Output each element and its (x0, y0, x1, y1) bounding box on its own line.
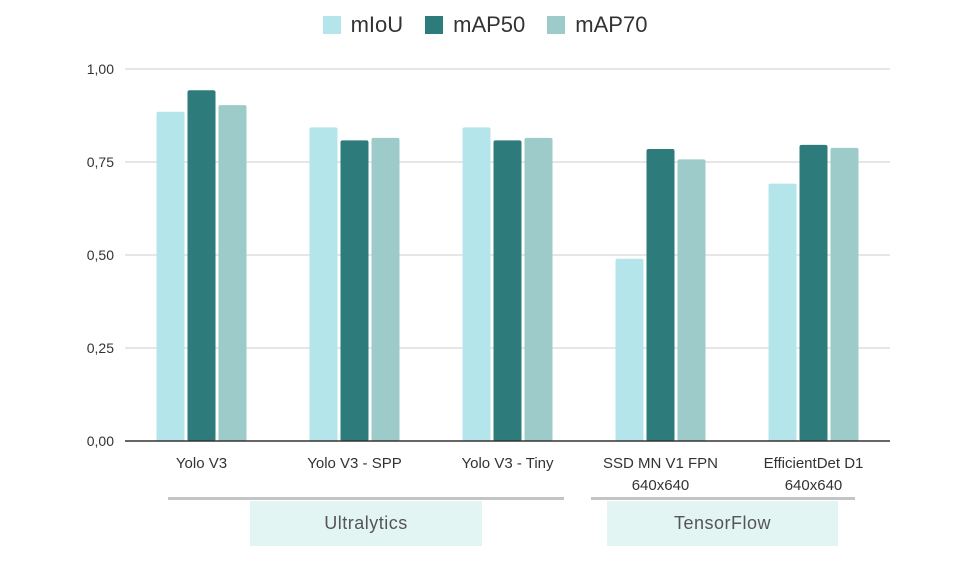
legend-label-miou: mIoU (350, 12, 404, 37)
x-tick-label: Yolo V3 - Tiny (462, 455, 554, 472)
bar-map70 (218, 105, 247, 442)
bar-miou (615, 258, 644, 441)
x-tick-label: 640x640 (632, 477, 690, 494)
bar-miou (309, 127, 338, 442)
legend-item-miou: mIoU (322, 12, 404, 38)
bar-map70 (524, 137, 553, 441)
bar-miou (156, 111, 185, 441)
x-tick-label: EfficientDet D1 (764, 455, 864, 472)
y-tick-label: 0,25 (87, 340, 114, 356)
bar-miou (462, 127, 491, 442)
y-tick-label: 1,00 (87, 61, 114, 77)
y-tick-label: 0,50 (87, 247, 114, 263)
bar-miou (768, 183, 797, 442)
legend-swatch-map70 (547, 16, 566, 34)
group-line-ultralytics (168, 497, 564, 500)
bar-map50 (340, 140, 369, 441)
chart-legend: mIoU mAP50 mAP70 (0, 12, 970, 38)
bar-map50 (493, 140, 522, 441)
bar-map50 (646, 148, 675, 442)
bar-map70 (830, 147, 859, 441)
x-tick-label: Yolo V3 - SPP (307, 455, 402, 472)
bar-map70 (677, 159, 706, 441)
group-label-ultralytics: Ultralytics (250, 501, 482, 546)
bar-map70 (371, 137, 400, 441)
x-tick-label: Yolo V3 (176, 455, 227, 472)
y-tick-label: 0,00 (87, 433, 114, 449)
legend-swatch-miou (322, 16, 341, 34)
y-tick-label: 0,75 (87, 154, 114, 170)
legend-swatch-map50 (425, 16, 444, 34)
bar-map50 (799, 144, 828, 441)
legend-item-map50: mAP50 (425, 12, 525, 38)
legend-label-map50: mAP50 (453, 12, 526, 37)
group-label-tensorflow: TensorFlow (607, 501, 838, 546)
group-line-tensorflow (591, 497, 855, 500)
legend-item-map70: mAP70 (547, 12, 647, 38)
x-tick-label: 640x640 (785, 477, 843, 494)
x-tick-label: SSD MN V1 FPN (603, 455, 718, 472)
bar-map50 (187, 90, 216, 441)
legend-label-map70: mAP70 (575, 12, 648, 37)
